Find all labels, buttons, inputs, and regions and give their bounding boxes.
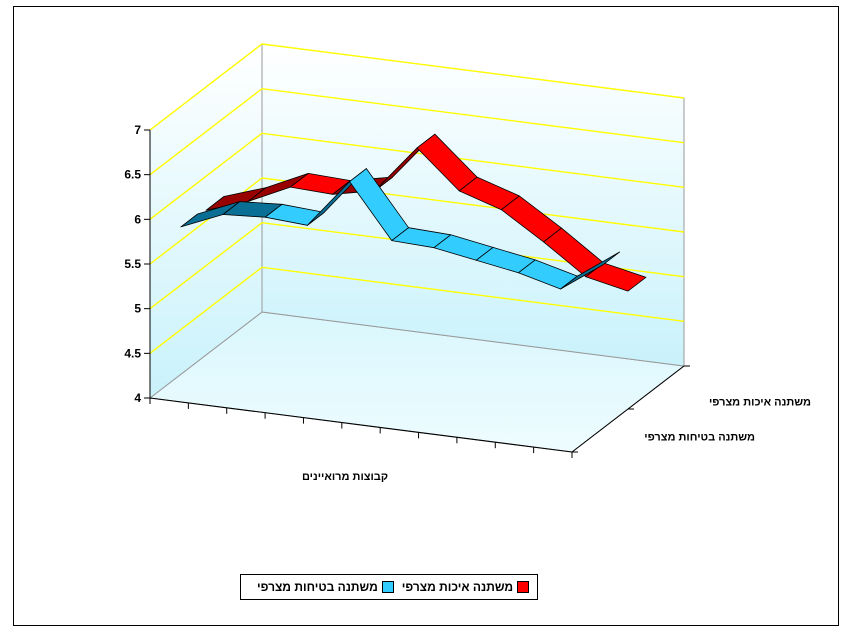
series-safety-segment-10 [560, 251, 620, 290]
gridline-5 [149, 266, 685, 354]
legend-label-quality: משתנה איכות מצרפי [401, 580, 514, 594]
series-safety [180, 168, 620, 290]
legend-item-quality: משתנה איכות מצרפי [401, 580, 530, 594]
y-tick-label-5: 4.5 [124, 346, 141, 360]
chart-plot: 7 6.5 6 5.5 5 4.5 4 משתנה איכות מצרפי משתנה בטיח… [124, 42, 811, 483]
gridline-1 [149, 87, 685, 176]
x-axis-title: קבוצות מרואיינים [302, 471, 388, 483]
legend-label-safety: משתנה בטיחות מצרפי [257, 580, 378, 594]
legend: משתנה איכות מצרפי משתנה בטיחות מצרפי [240, 574, 539, 600]
y-tick-label-2: 6 [134, 212, 141, 226]
legend-swatch-quality [517, 581, 530, 593]
depth-label-1: משתנה בטיחות מצרפי [644, 432, 755, 444]
y-tick-label-1: 6.5 [124, 168, 141, 182]
gridline-0 [149, 43, 685, 131]
y-tick-label-3: 5.5 [124, 257, 141, 271]
gridline-4 [149, 221, 685, 310]
legend-item-safety: משתנה בטיחות מצרפי [257, 580, 394, 594]
y-tick-label-0: 7 [134, 123, 141, 137]
y-tick-label-4: 5 [134, 302, 141, 316]
series-quality [205, 133, 647, 292]
gridline-2 [149, 132, 685, 220]
x-axis-line [149, 397, 573, 453]
depth-label-0: משתנה איכות מצרפי [709, 397, 811, 409]
y-tick-label-6: 4 [134, 391, 141, 405]
legend-swatch-safety [381, 581, 394, 593]
